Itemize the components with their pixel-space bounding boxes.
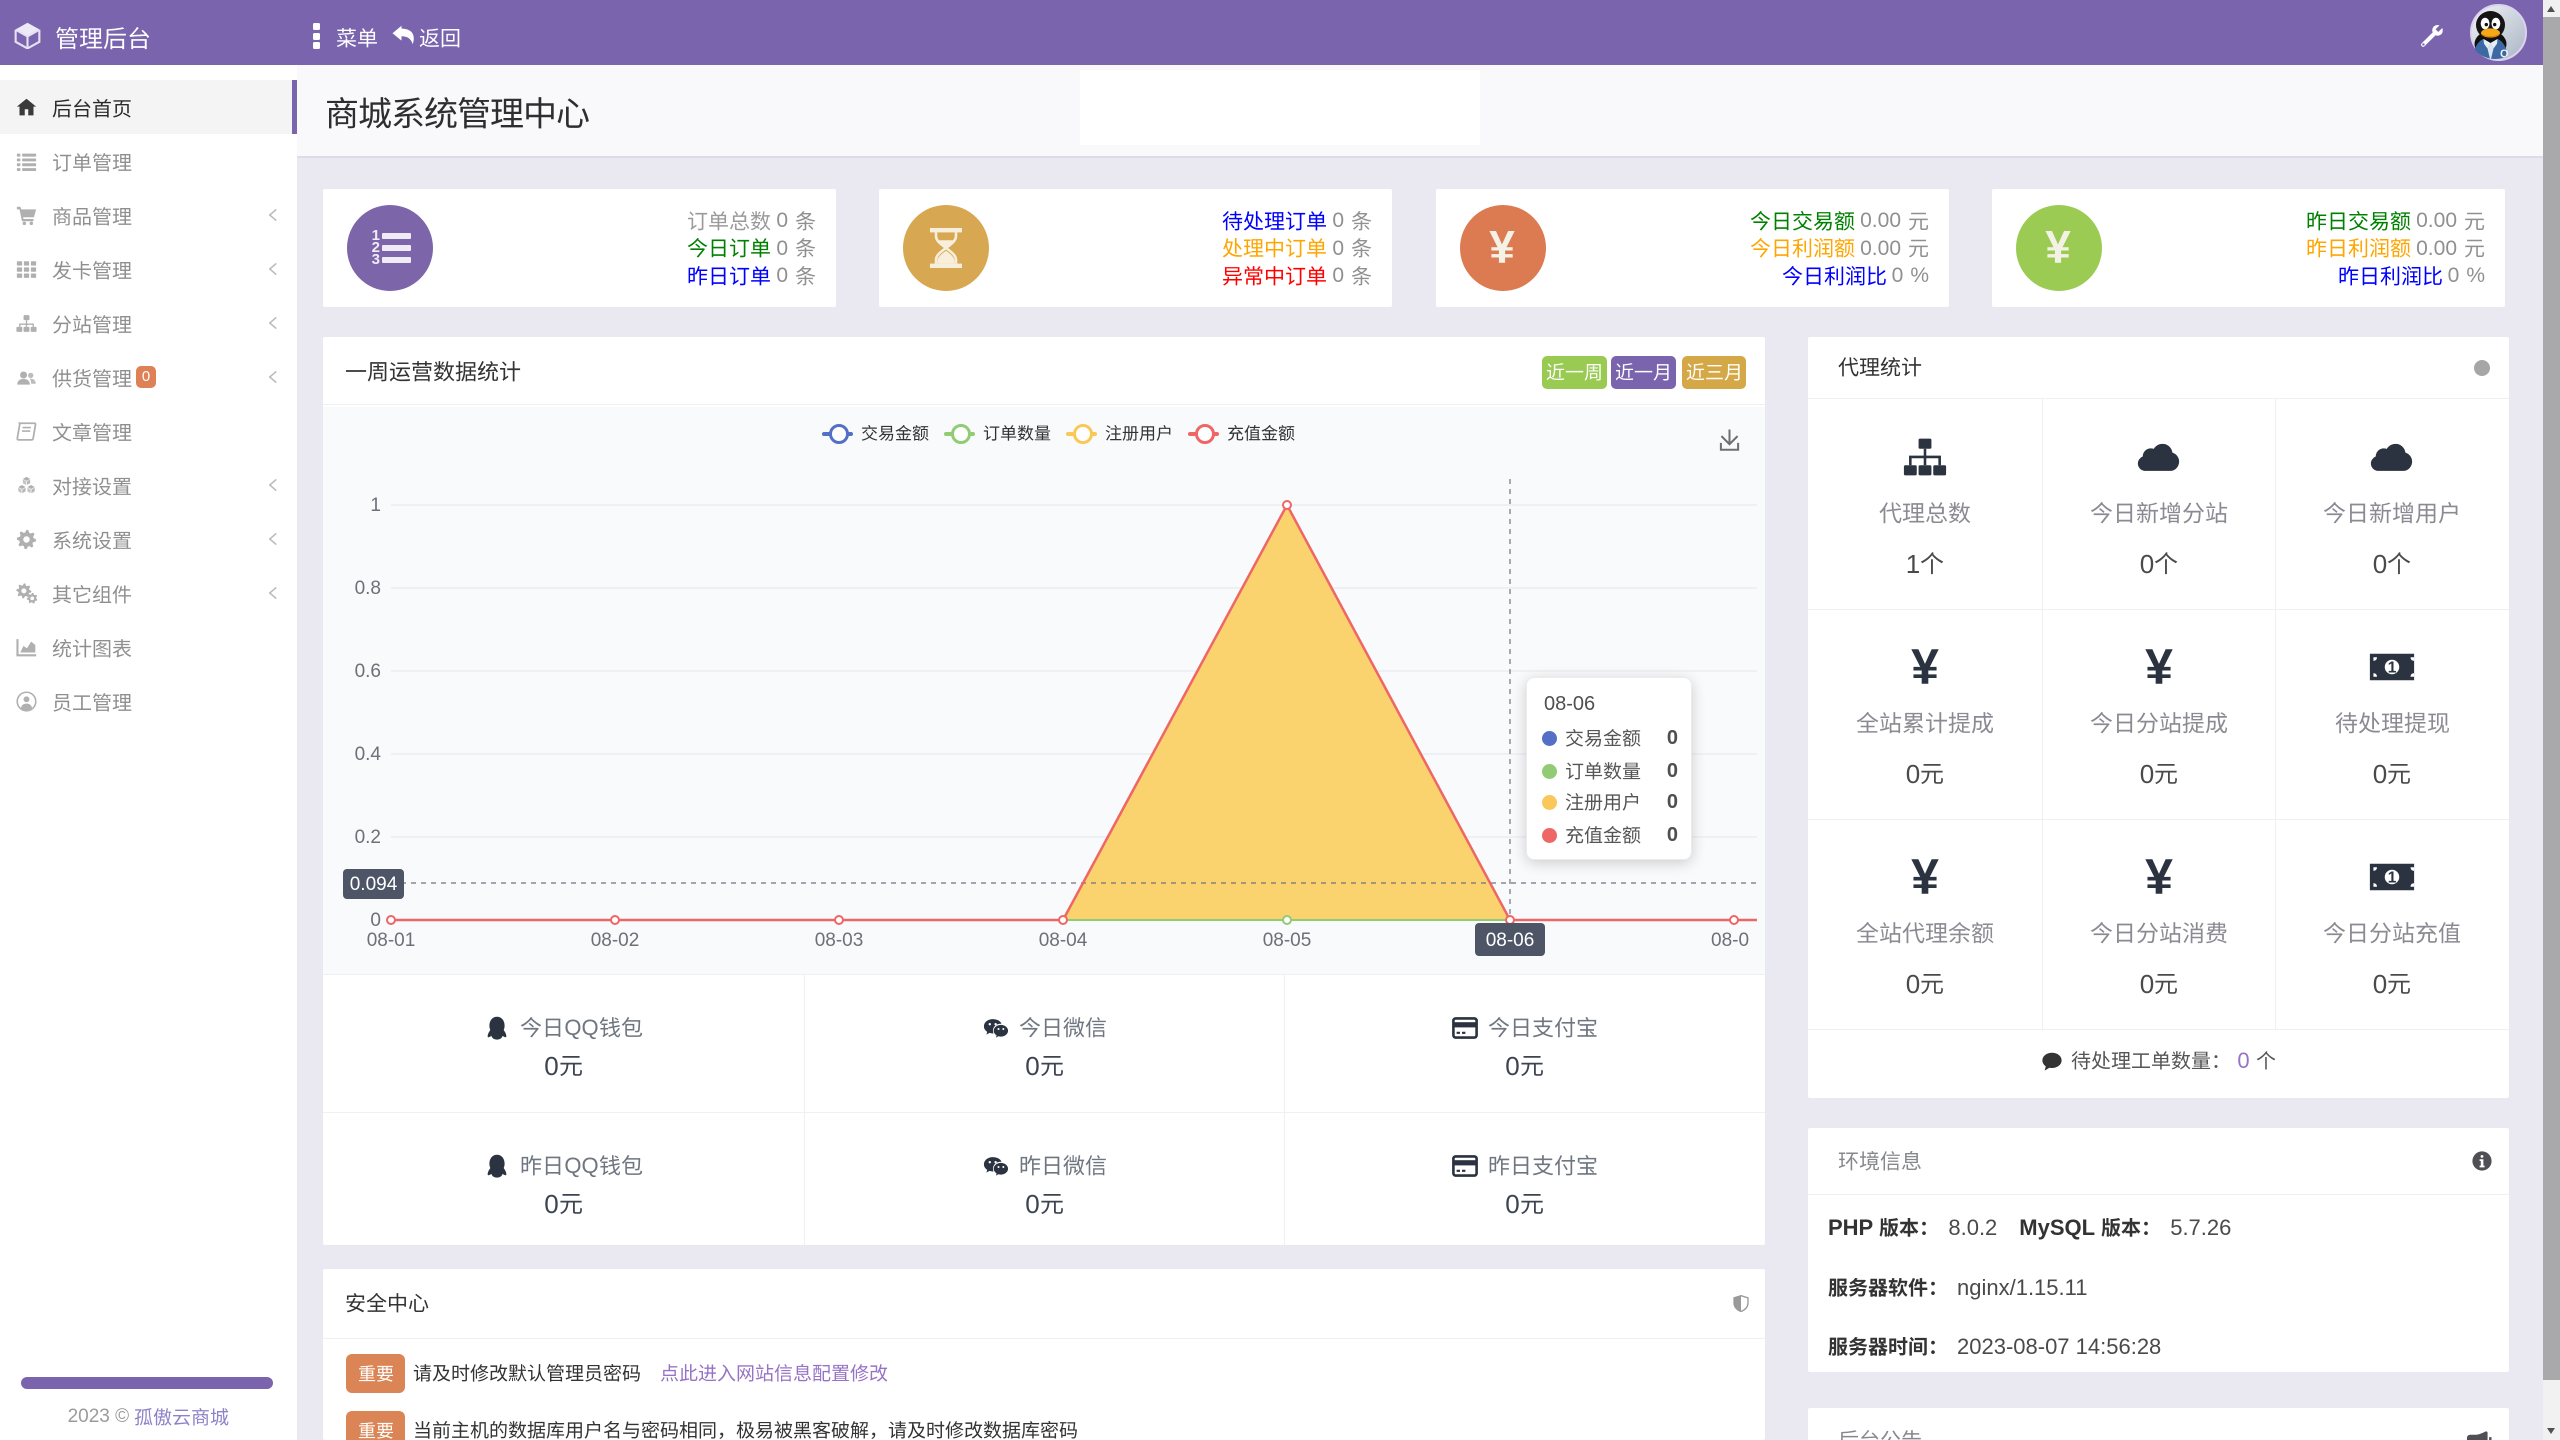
svg-text:08-05: 08-05 [1263, 930, 1312, 951]
svg-text:08-02: 08-02 [591, 930, 640, 951]
svg-text:1: 1 [370, 495, 381, 516]
svg-text:08-04: 08-04 [1039, 930, 1088, 951]
svg-text:0: 0 [370, 910, 381, 931]
svg-text:08-01: 08-01 [367, 930, 416, 951]
svg-text:0.094: 0.094 [350, 874, 398, 895]
svg-text:08-03: 08-03 [815, 930, 864, 951]
svg-text:0.8: 0.8 [355, 578, 381, 599]
svg-text:0.2: 0.2 [355, 827, 381, 848]
svg-text:0.4: 0.4 [355, 744, 382, 765]
svg-text:Q: Q [2500, 48, 2509, 60]
svg-text:0.6: 0.6 [355, 661, 381, 682]
svg-text:08-0: 08-0 [1711, 930, 1749, 951]
svg-text:1: 1 [2388, 659, 2397, 676]
svg-text:1: 1 [2388, 869, 2397, 886]
svg-text:08-06: 08-06 [1486, 930, 1535, 951]
